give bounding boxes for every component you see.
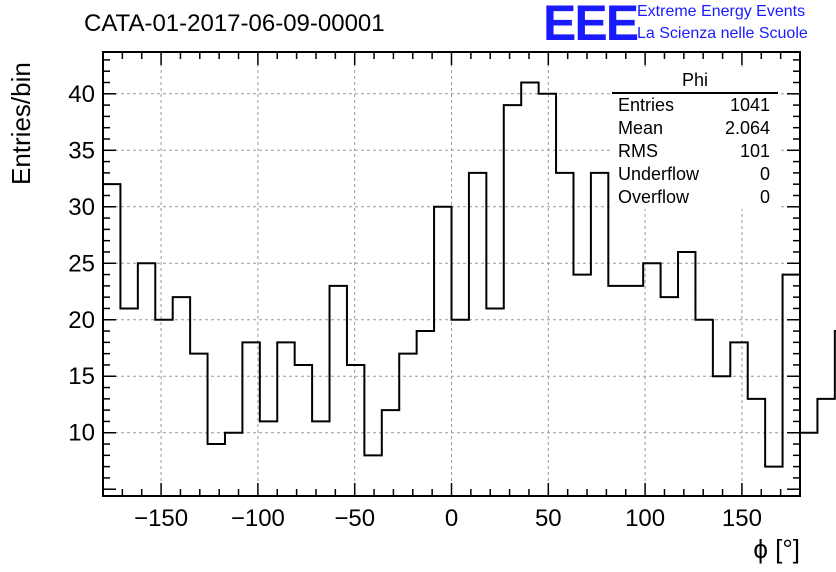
histogram-bin [556, 173, 573, 496]
histogram-bin [591, 173, 608, 496]
histogram-bin [486, 308, 503, 496]
stats-value: 0 [759, 164, 770, 184]
eee-logo: EEE [543, 0, 639, 51]
histogram-bin [695, 320, 712, 496]
stats-row-overflow: Overflow 0 [612, 186, 778, 209]
histogram-bin [347, 365, 364, 496]
histogram-bin [295, 365, 312, 496]
histogram-bin [539, 94, 556, 496]
stats-row-underflow: Underflow 0 [612, 163, 778, 186]
y-tick-label: 30 [68, 194, 95, 221]
logo-line-2: La Scienza nelle Scuole [637, 25, 808, 42]
histogram-bin [208, 444, 225, 496]
stats-value: 1041 [729, 95, 770, 115]
histogram-bin [573, 275, 590, 496]
histogram-bin [364, 455, 381, 496]
histogram-bin [399, 354, 416, 496]
histogram-bin [382, 410, 399, 496]
stats-row-mean: Mean 2.064 [612, 117, 778, 140]
x-tick-label: 50 [535, 505, 562, 532]
x-tick-label: 150 [722, 505, 762, 532]
logo-line-1: Extreme Energy Events [637, 3, 806, 20]
histogram-bin [626, 286, 643, 496]
chart-title: CATA-01-2017-06-09-00001 [84, 10, 385, 37]
stats-value: 0 [759, 187, 770, 207]
histogram-bin [643, 263, 660, 496]
histogram-bin [504, 105, 521, 496]
x-tick-label: −50 [334, 505, 375, 532]
histogram-bin [765, 467, 782, 496]
x-tick-label: −100 [231, 505, 285, 532]
y-tick-label: 25 [68, 250, 95, 277]
histogram-bin [730, 342, 747, 496]
histogram-bin [242, 342, 259, 496]
histogram-bin [713, 376, 730, 496]
histogram-bin [661, 297, 678, 496]
histogram-bin [312, 421, 329, 496]
stats-value: 101 [739, 141, 770, 161]
histogram-bin [260, 421, 277, 496]
y-tick-label: 40 [68, 81, 95, 108]
plot-frame [102, 51, 801, 497]
histogram-bin [521, 83, 538, 496]
histogram-bin [608, 286, 625, 496]
y-tick-label: 35 [68, 137, 95, 164]
y-tick-label: 10 [68, 420, 95, 447]
histogram-bin [138, 263, 155, 496]
x-axis-label: ϕ [°] [753, 534, 800, 564]
histogram-bin [225, 433, 242, 496]
histogram-bin [277, 342, 294, 496]
stats-title: Phi [612, 70, 778, 94]
x-tick-label: 100 [625, 505, 665, 532]
y-tick-label: 20 [68, 307, 95, 334]
histogram-bin [817, 399, 834, 496]
x-tick-label: 0 [445, 505, 458, 532]
stats-label: Overflow [618, 187, 690, 207]
stats-label: Entries [618, 95, 675, 115]
tick-labels: −150 −100 −50 0 50 100 150 10 15 20 25 30 35 40 [68, 81, 762, 532]
stats-value: 2.064 [724, 118, 770, 138]
stats-box: Phi Entries 1041 Mean 2.064 RMS 101 Unde… [612, 70, 778, 209]
histogram-bin [190, 354, 207, 496]
y-tick-label: 15 [68, 363, 95, 390]
histogram-bin [155, 320, 172, 496]
stats-row-rms: RMS 101 [612, 140, 778, 163]
histogram-bin [800, 433, 817, 496]
stats-label: Mean [618, 118, 664, 138]
x-tick-label: −150 [134, 505, 188, 532]
histogram-bin [120, 308, 137, 496]
histogram-bin [173, 297, 190, 496]
stats-label: RMS [618, 141, 658, 161]
histogram-bin [330, 286, 347, 496]
stats-row-entries: Entries 1041 [612, 94, 778, 117]
histogram-bin [417, 331, 434, 496]
histogram-bin [783, 275, 800, 496]
histogram-bin [434, 207, 451, 496]
y-axis-label: Entries/bin [6, 62, 36, 185]
histogram-bin [103, 184, 120, 496]
histogram-bin [469, 173, 486, 496]
histogram-bin [678, 252, 695, 496]
stats-label: Underflow [618, 164, 700, 184]
histogram-step-line [103, 81, 836, 468]
histogram-bin [452, 320, 469, 496]
histogram-bin [748, 399, 765, 496]
